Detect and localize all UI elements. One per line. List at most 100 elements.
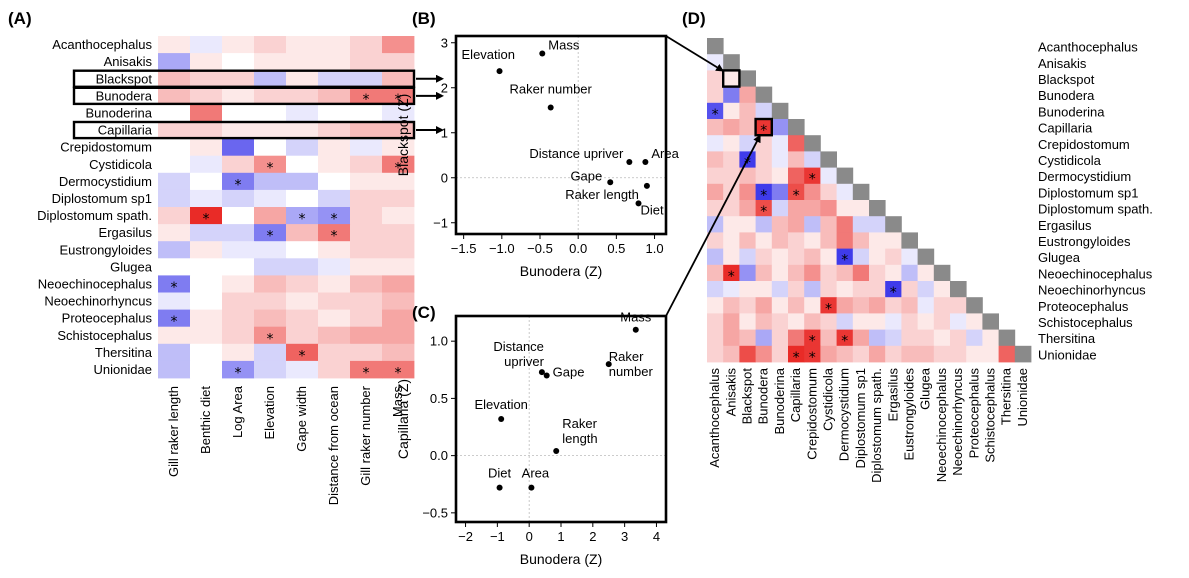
heatmap-cell <box>350 70 383 88</box>
diagonal-cell <box>950 281 967 298</box>
significance-star: * <box>809 334 816 350</box>
heatmap-cell <box>755 297 773 314</box>
heatmap-cell <box>382 36 415 54</box>
heatmap-cell <box>739 200 756 217</box>
heatmap-cell <box>723 329 740 347</box>
heatmap-cell <box>804 345 821 363</box>
heatmap-cell <box>318 155 351 174</box>
row-label: Diplostomum spath. <box>1038 202 1153 217</box>
x-tick-label: 1 <box>557 529 564 544</box>
row-label: Schistocephalus <box>1038 315 1133 330</box>
row-label: Neoechinorhyncus <box>1038 283 1146 298</box>
heatmap-cell <box>286 207 319 225</box>
data-point <box>496 484 503 491</box>
heatmap-cell <box>318 241 351 259</box>
row-label: Blackspot <box>1038 72 1095 87</box>
heatmap-cell <box>254 87 287 105</box>
heatmap-cell <box>254 138 287 157</box>
point-label: upriver <box>504 354 544 369</box>
heatmap-cell <box>222 292 255 310</box>
row-label: Eustrongyloides <box>1038 234 1131 249</box>
row-label: Bunoderina <box>1038 104 1105 119</box>
heatmap-cell <box>190 360 223 379</box>
point-label: Elevation <box>462 47 515 62</box>
heatmap-cell <box>254 104 287 122</box>
column-label: Log Area <box>230 385 245 438</box>
heatmap-cell <box>254 224 287 242</box>
heatmap-cell <box>318 309 351 328</box>
point-label: Mass <box>548 38 580 53</box>
plot-frame <box>454 314 668 524</box>
heatmap-cell <box>222 172 255 191</box>
column-label: Diplostomum spath. <box>869 368 884 483</box>
significance-star: * <box>809 350 816 366</box>
row-label: Diplostomum sp1 <box>52 191 152 206</box>
significance-star: * <box>331 212 338 228</box>
heatmap-cell <box>350 241 383 259</box>
heatmap-cell <box>901 329 918 347</box>
panel-b-scatter: −1.5 −1.0 −0.5 0.0 0.5 1.0 −1 0 1 2 3 Mass Elevation… <box>433 34 680 256</box>
heatmap-cell <box>318 172 351 191</box>
heatmap-cell <box>788 281 805 298</box>
heatmap-cell <box>836 183 854 201</box>
heatmap-cell <box>820 329 837 347</box>
heatmap-cell <box>739 135 756 152</box>
heatmap-cell <box>190 138 223 157</box>
significance-star: * <box>793 188 800 204</box>
heatmap-cell <box>788 167 805 185</box>
heatmap-cell <box>158 207 191 225</box>
row-label: Anisakis <box>104 54 153 69</box>
row-label: Proteocephalus <box>1038 299 1129 314</box>
heatmap-cell <box>190 275 223 293</box>
row-label: Proteocephalus <box>62 311 153 326</box>
heatmap-cell <box>723 281 740 298</box>
heatmap-cell <box>707 248 724 266</box>
heatmap-cell <box>382 138 415 157</box>
diagonal-cell <box>982 313 999 330</box>
diagonal-cell <box>723 54 740 71</box>
heatmap-cell <box>852 281 870 298</box>
heatmap-cell <box>707 216 724 233</box>
cell-highlight-box <box>754 117 773 137</box>
column-label: Neoechinocephalus <box>934 368 949 483</box>
heatmap-cell <box>286 53 319 71</box>
data-point <box>605 361 612 368</box>
significance-star: * <box>267 160 274 176</box>
row-label: Unionidae <box>1038 347 1097 362</box>
heatmap-cell <box>254 70 287 88</box>
y-tick-label: 1.0 <box>430 334 448 349</box>
y-tick-label: 0.5 <box>430 391 448 406</box>
heatmap-cell <box>917 264 935 282</box>
significance-star: * <box>267 331 274 347</box>
heatmap-cell <box>707 135 724 152</box>
heatmap-cell <box>286 104 319 122</box>
heatmap-cell <box>318 343 351 362</box>
heatmap-cell <box>723 119 740 136</box>
column-label: Anisakis <box>723 368 738 417</box>
heatmap-cell <box>755 102 773 120</box>
column-label: Cystidicola <box>821 367 836 431</box>
heatmap-cell <box>966 345 983 363</box>
heatmap-cell <box>755 183 773 201</box>
heatmap-cell <box>804 297 821 314</box>
heatmap-cell <box>190 53 223 71</box>
heatmap-cell <box>950 313 967 330</box>
heatmap-cell <box>804 216 821 233</box>
data-point <box>553 448 560 455</box>
heatmap-cell <box>933 281 951 298</box>
diagonal-cell <box>852 183 870 201</box>
row-label: Anisakis <box>1038 56 1087 71</box>
heatmap-cell <box>318 138 351 157</box>
point-label: Area <box>522 466 550 481</box>
heatmap-cell <box>286 360 319 379</box>
heatmap-cell <box>739 167 756 185</box>
heatmap-cell <box>286 326 319 345</box>
heatmap-cell <box>318 292 351 310</box>
heatmap-cell <box>998 345 1016 363</box>
heatmap-cell <box>901 345 918 363</box>
heatmap-cell <box>158 360 191 379</box>
heatmap-cell <box>788 200 805 217</box>
heatmap-cell <box>820 216 837 233</box>
x-tick-label: 1.0 <box>646 241 664 256</box>
column-label: Proteocephalus <box>966 368 981 459</box>
